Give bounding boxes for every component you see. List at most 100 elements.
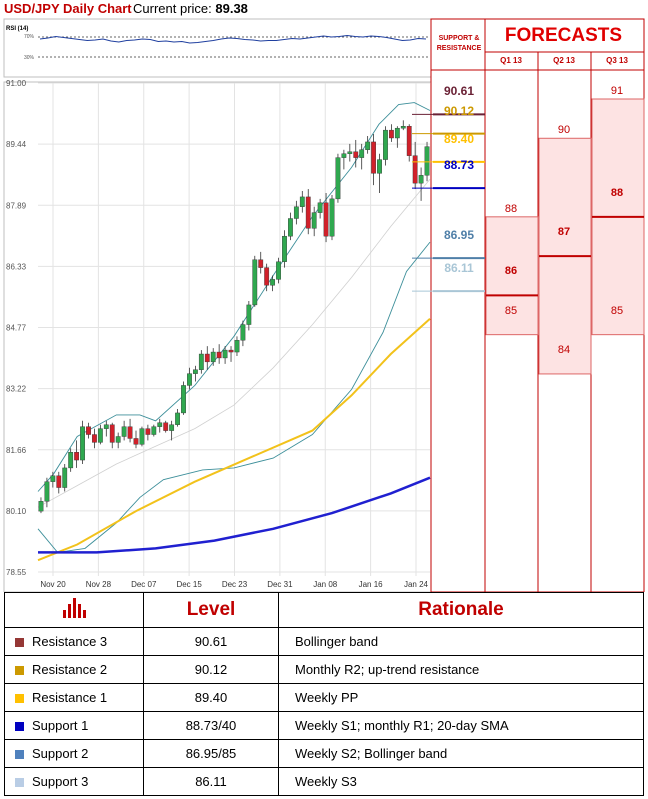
candle-body xyxy=(103,424,109,429)
sma-yellow-line xyxy=(37,317,431,562)
level-color-swatch xyxy=(15,750,24,759)
candle-body xyxy=(62,467,68,488)
level-name: Resistance 1 xyxy=(32,690,108,705)
y-tick-label: 86.33 xyxy=(6,262,27,271)
table-row: Support 1 88.73/40 Weekly S1; monthly R1… xyxy=(4,711,644,740)
rsi-tick-70: 70% xyxy=(24,34,35,40)
rsi-frame xyxy=(3,18,432,78)
candle-body xyxy=(50,475,56,482)
level-name-cell: Resistance 3 xyxy=(4,627,144,656)
x-tick-label: Nov 20 xyxy=(40,580,66,589)
candle-body xyxy=(424,146,430,176)
level-name: Resistance 3 xyxy=(32,634,108,649)
candle-body xyxy=(228,349,234,353)
candle-body xyxy=(192,369,198,374)
candle-body xyxy=(187,373,192,386)
bar-chart-icon xyxy=(4,592,144,628)
candle-body xyxy=(56,475,62,488)
y-tick-label: 87.89 xyxy=(6,201,27,210)
candle-body xyxy=(305,196,311,229)
chart-area: RSI (14) 70% 30% 91.00 89.44 87.89 86.33 84.… xyxy=(3,18,645,592)
candle-body xyxy=(210,351,216,363)
candle-body xyxy=(329,198,335,237)
level-value-cell: 90.12 xyxy=(143,655,279,684)
candle-body xyxy=(371,141,376,174)
col-header-level: Level xyxy=(143,592,279,628)
candle-body xyxy=(68,452,74,469)
candle-body xyxy=(293,206,299,219)
candle-body xyxy=(317,202,323,213)
candle-body xyxy=(74,452,80,461)
candle-body xyxy=(270,279,276,286)
candle-body xyxy=(163,422,169,431)
candle-body xyxy=(139,428,145,445)
forecast-value-low: 85 xyxy=(504,304,518,317)
candle-body xyxy=(240,324,246,341)
y-tick-label: 81.66 xyxy=(6,446,27,455)
rationale-cell: Weekly S3 xyxy=(278,767,644,796)
candle-body xyxy=(222,349,228,359)
candle-body xyxy=(299,196,305,207)
level-name-cell: Support 1 xyxy=(4,711,144,740)
candle-body xyxy=(400,126,406,129)
level-name-cell: Support 2 xyxy=(4,739,144,768)
candle-body xyxy=(323,202,329,237)
level-color-swatch xyxy=(15,722,24,731)
price-frame xyxy=(3,81,432,592)
candle-body xyxy=(121,426,127,437)
candle-body xyxy=(80,426,85,461)
candle-body xyxy=(169,424,175,431)
forecast-range-box xyxy=(485,216,539,336)
forecast-value-low: 84 xyxy=(557,343,571,356)
candle-body xyxy=(264,267,270,286)
candle-body xyxy=(388,129,394,139)
candle-body xyxy=(133,438,139,445)
table-row: Resistance 1 89.40 Weekly PP xyxy=(4,683,644,712)
level-name-cell: Resistance 2 xyxy=(4,655,144,684)
rationale-cell: Weekly S1; monthly R1; 20-day SMA xyxy=(278,711,644,740)
rsi-line xyxy=(39,34,427,44)
candle-body xyxy=(109,424,115,443)
level-color-swatch xyxy=(15,638,24,647)
candle-body xyxy=(198,353,204,370)
level-value-cell: 88.73/40 xyxy=(143,711,279,740)
x-tick-label: Dec 07 xyxy=(131,580,157,589)
candle-body xyxy=(175,412,180,425)
table-row: Support 3 86.11 Weekly S3 xyxy=(4,767,644,796)
rsi-panel: RSI (14) 70% 30% xyxy=(3,18,432,78)
current-price-label: Current price: xyxy=(133,1,212,16)
candle-body xyxy=(418,175,424,184)
support-resistance-title: SUPPORT & RESISTANCE xyxy=(436,35,482,52)
candle-body xyxy=(258,259,264,268)
table-row: Resistance 2 90.12 Monthly R2; up-trend … xyxy=(4,655,644,684)
candle-body xyxy=(311,212,317,229)
x-tick-label: Dec 23 xyxy=(222,580,248,589)
x-tick-label: Jan 16 xyxy=(359,580,384,589)
candle-body xyxy=(127,426,133,439)
x-tick-label: Dec 15 xyxy=(176,580,202,589)
levels-table: Level Rationale Resistance 3 90.61 Bolli… xyxy=(4,592,644,796)
forecast-value-high: 91 xyxy=(610,85,624,97)
y-tick-label: 89.44 xyxy=(6,140,27,149)
level-name: Resistance 2 xyxy=(32,662,108,677)
rationale-cell: Weekly S2; Bollinger band xyxy=(278,739,644,768)
level-value: 90.12 xyxy=(443,103,475,118)
x-tick-label: Nov 28 xyxy=(86,580,112,589)
level-value-cell: 90.61 xyxy=(143,627,279,656)
candle-body xyxy=(145,428,151,435)
candle-body xyxy=(151,426,157,435)
current-price: Current price: 89.38 xyxy=(133,1,248,16)
candle-body xyxy=(246,304,252,325)
level-value-cell: 86.11 xyxy=(143,767,279,796)
current-price-value: 89.38 xyxy=(215,1,248,16)
level-color-swatch xyxy=(15,694,24,703)
candle-body xyxy=(204,353,210,363)
level-name-cell: Support 3 xyxy=(4,767,144,796)
level-color-swatch xyxy=(15,778,24,787)
forecast-value-high: 88 xyxy=(504,202,518,215)
levels-table-header: Level Rationale xyxy=(4,592,644,628)
level-value: 89.40 xyxy=(443,131,475,146)
level-value: 86.11 xyxy=(444,261,474,276)
x-tick-label: Jan 24 xyxy=(404,580,429,589)
candle-body xyxy=(282,235,287,262)
